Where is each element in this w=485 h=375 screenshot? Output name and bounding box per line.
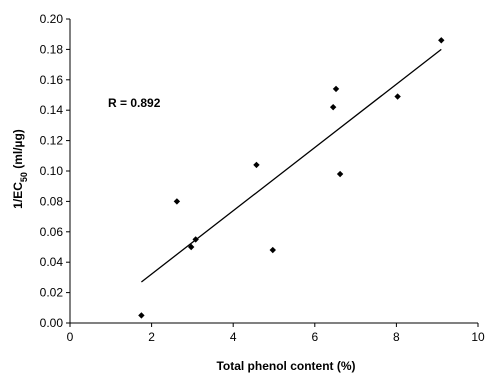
y-axis-title-unit: (ml/µg) xyxy=(11,129,25,172)
trendline xyxy=(141,48,442,283)
y-tick-label: 0.02 xyxy=(40,286,64,300)
data-point xyxy=(253,161,260,169)
y-tick-label: 0.00 xyxy=(40,316,64,330)
y-tick-label: 0.08 xyxy=(40,194,64,208)
x-tick-label: 0 xyxy=(67,330,74,344)
y-tick-label: 0.20 xyxy=(40,12,64,26)
data-point xyxy=(394,93,401,100)
data-point xyxy=(438,37,445,44)
y-axis-title: 1/EC50 (ml/µg) xyxy=(11,129,29,209)
data-point xyxy=(332,85,340,93)
x-axis: 0 2 4 6 8 10 xyxy=(67,322,485,344)
data-point xyxy=(173,198,181,205)
x-tick-label: 10 xyxy=(471,330,485,344)
correlation-annotation: R = 0.892 xyxy=(108,96,161,110)
y-tick-label: 0.18 xyxy=(40,42,64,56)
y-tick-label: 0.06 xyxy=(40,225,64,239)
data-point xyxy=(269,246,276,254)
data-point xyxy=(138,312,145,319)
x-tick-label: 6 xyxy=(311,330,318,344)
y-tick-label: 0.10 xyxy=(40,164,64,178)
trendline-group xyxy=(141,48,442,283)
y-tick-label: 0.14 xyxy=(40,103,64,117)
data-point xyxy=(329,103,337,111)
data-point xyxy=(336,170,344,178)
x-tick-label: 8 xyxy=(393,330,400,344)
y-axis: 0.00 0.02 0.04 0.06 0.08 0.10 0.12 0.14 0.16 0.18… xyxy=(40,12,71,330)
y-tick-label: 0.16 xyxy=(40,73,64,87)
x-tick-label: 2 xyxy=(148,330,155,344)
y-tick-label: 0.04 xyxy=(40,255,64,269)
x-tick-label: 4 xyxy=(230,330,237,344)
data-point xyxy=(187,243,195,251)
y-axis-title-main: 1/EC xyxy=(11,182,25,209)
y-axis-title-subscript: 50 xyxy=(19,172,29,182)
data-points xyxy=(138,37,445,319)
data-point xyxy=(192,236,199,243)
x-axis-title: Total phenol content (%) xyxy=(216,359,355,373)
y-tick-label: 0.12 xyxy=(40,134,64,148)
